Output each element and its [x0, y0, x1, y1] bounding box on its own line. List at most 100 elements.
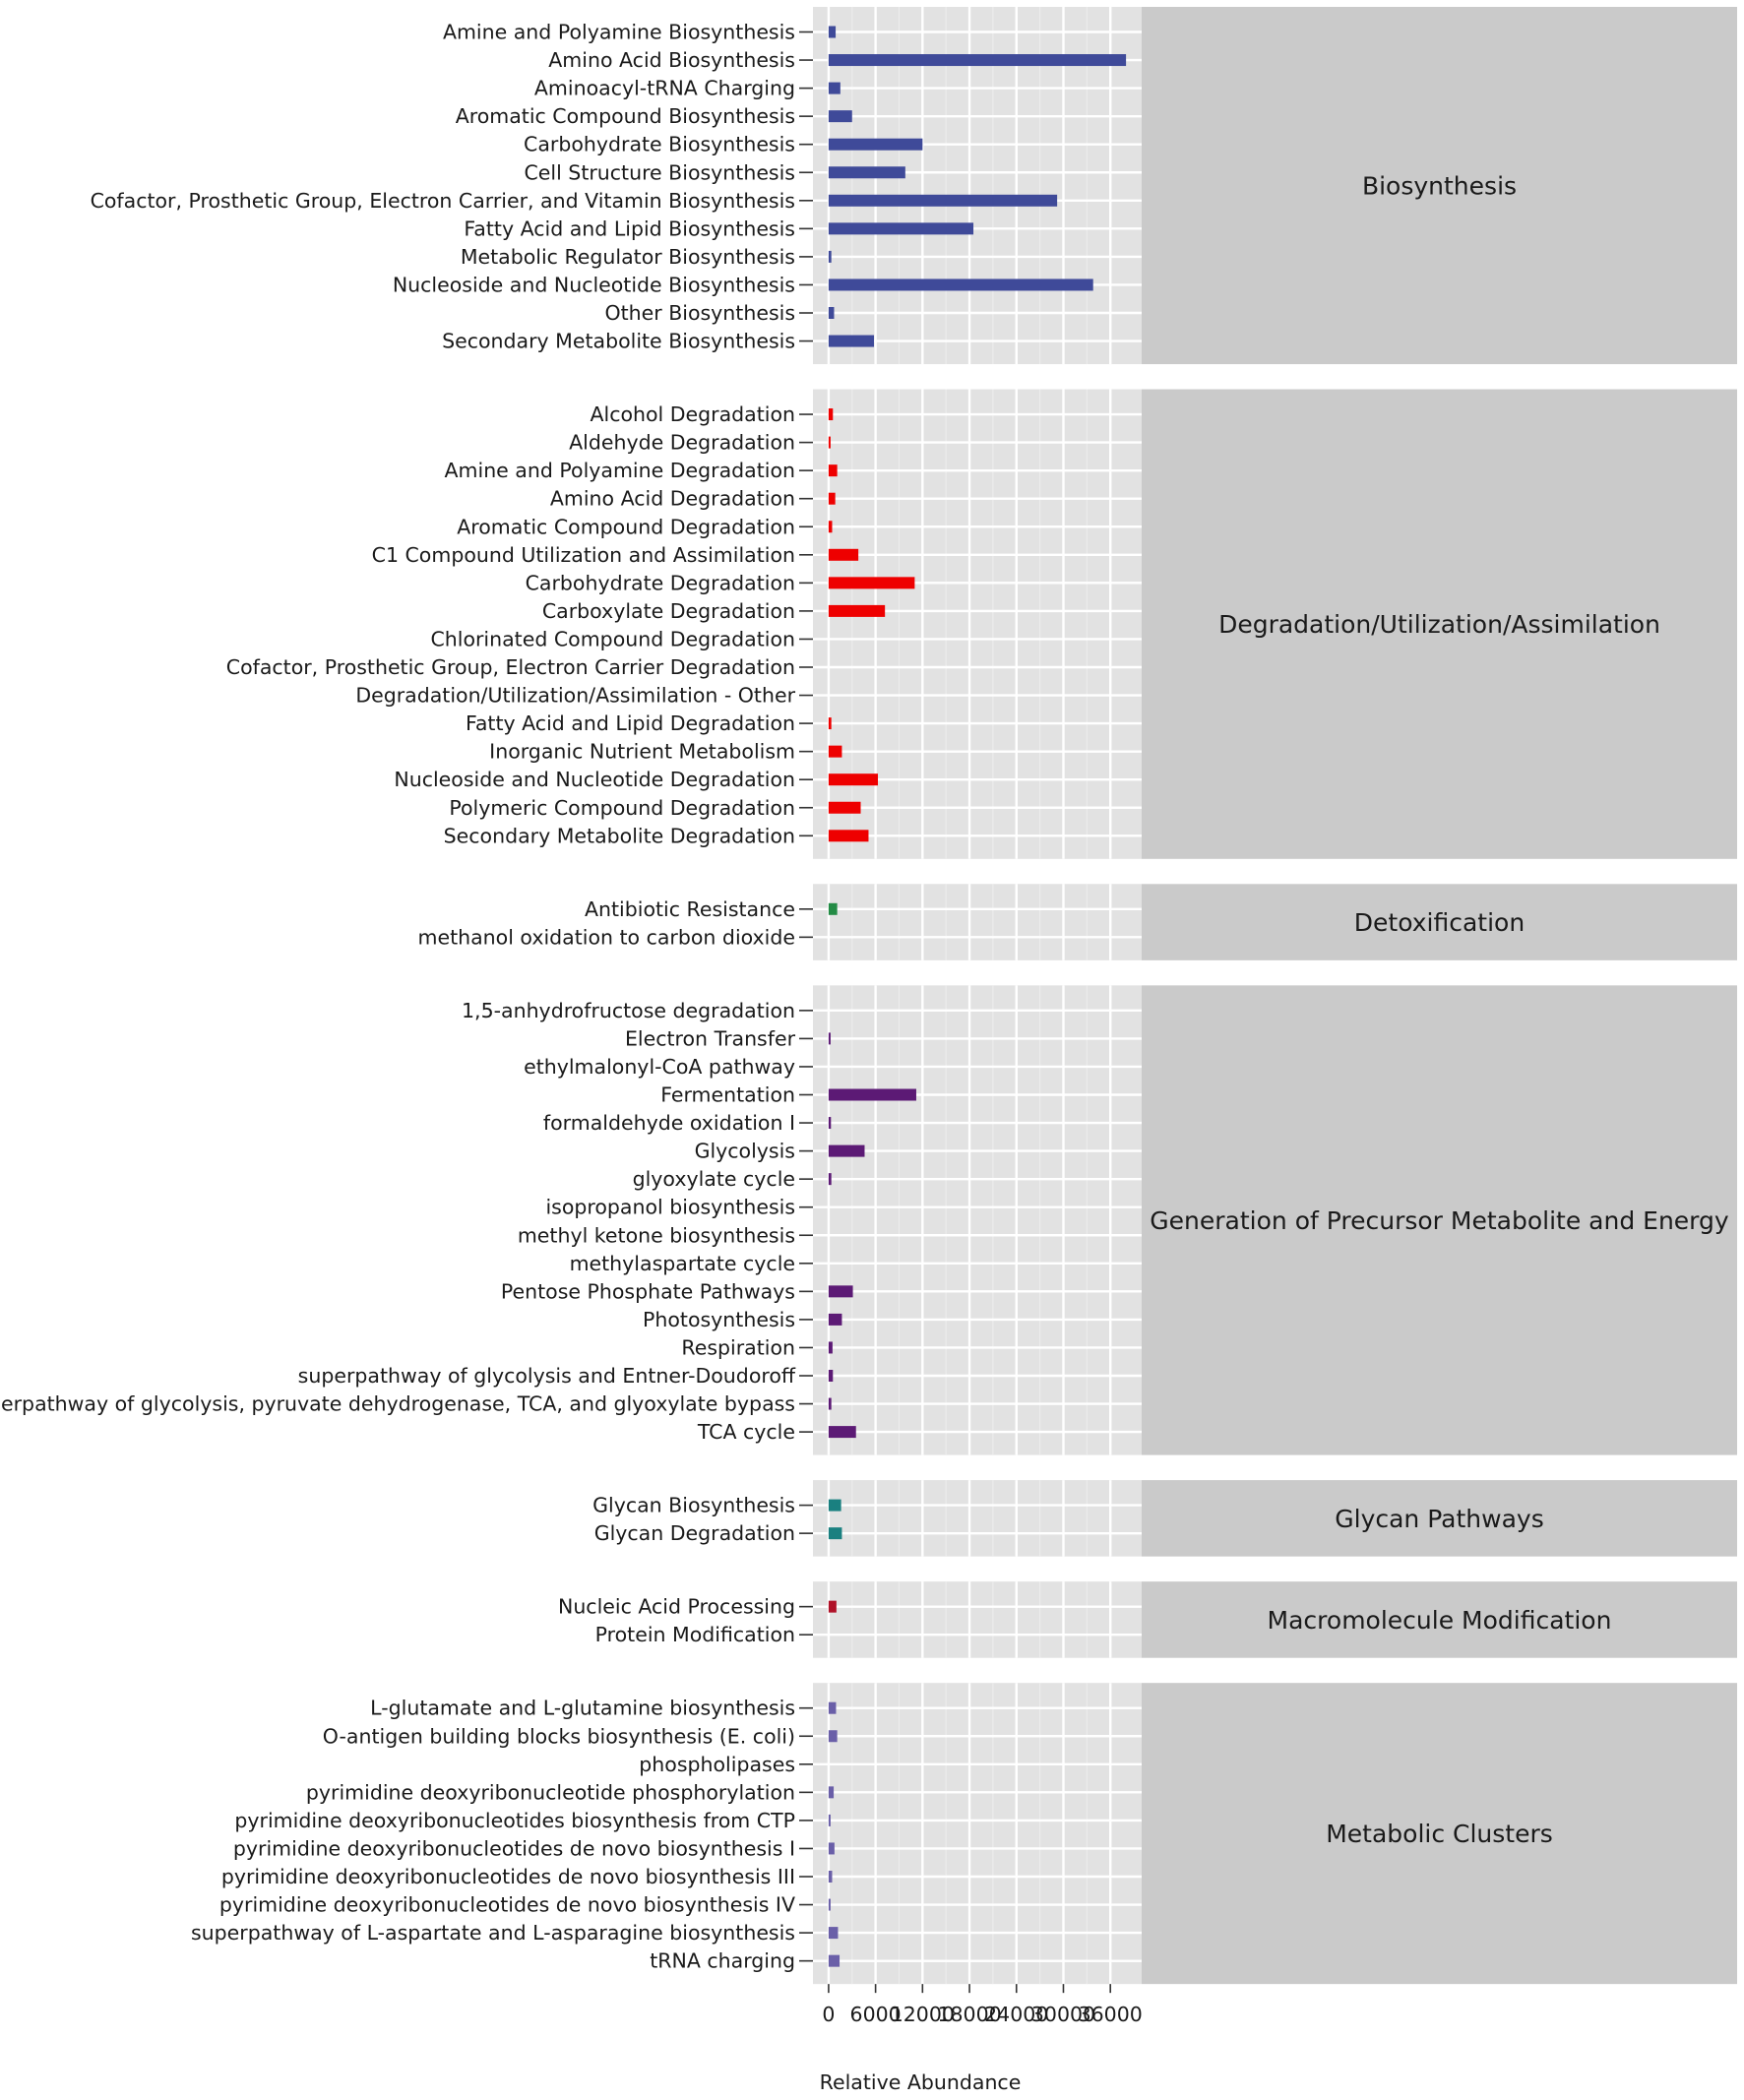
- category-label: pyrimidine deoxyribonucleotides de novo …: [221, 1865, 795, 1888]
- category-label: Alcohol Degradation: [590, 402, 795, 426]
- bar: [828, 335, 875, 347]
- x-tick-label: 12000: [891, 2003, 955, 2026]
- category-label: Nucleoside and Nucleotide Degradation: [394, 768, 795, 791]
- category-label: Cofactor, Prosthetic Group, Electron Car…: [226, 655, 795, 679]
- x-tick-label: 6000: [850, 2003, 902, 2026]
- x-tick-label: 18000: [937, 2003, 1001, 2026]
- facet-strip-label: Macromolecule Modification: [1268, 1606, 1612, 1635]
- bar: [828, 1370, 834, 1382]
- category-label: Carboxylate Degradation: [542, 599, 795, 623]
- category-label: Aminoacyl-tRNA Charging: [534, 77, 795, 100]
- bar: [828, 773, 879, 786]
- category-label: Degradation/Utilization/Assimilation - O…: [355, 684, 795, 708]
- category-label: ethylmalonyl-CoA pathway: [524, 1055, 795, 1079]
- category-label: methylaspartate cycle: [570, 1252, 795, 1275]
- bar: [828, 745, 842, 758]
- facet-strip-label: Generation of Precursor Metabolite and E…: [1150, 1206, 1729, 1235]
- bar: [828, 110, 852, 123]
- category-label: Fermentation: [660, 1083, 795, 1107]
- category-label: Glycan Degradation: [594, 1521, 795, 1545]
- bar: [828, 1842, 835, 1855]
- facet-strip: [1142, 884, 1737, 960]
- category-label: superpathway of L-aspartate and L-aspara…: [191, 1921, 795, 1945]
- bar: [828, 194, 1058, 207]
- facet-panel: Antibiotic Resistance methanol oxidation …: [417, 884, 1737, 960]
- bar: [828, 1954, 841, 1967]
- category-label: Nucleic Acid Processing: [558, 1595, 795, 1619]
- bar: [828, 222, 974, 235]
- facet-strip-label: Degradation/Utilization/Assimilation: [1218, 610, 1660, 639]
- bar: [828, 464, 838, 477]
- panel-background: [813, 389, 1142, 859]
- bar: [828, 548, 859, 561]
- category-label: Inorganic Nutrient Metabolism: [489, 740, 795, 764]
- category-label: phospholipases: [639, 1753, 795, 1776]
- bar: [828, 1117, 832, 1130]
- category-label: Glycan Biosynthesis: [592, 1494, 795, 1517]
- facet-strip-label: Biosynthesis: [1362, 172, 1517, 201]
- facet-strip-label: Glycan Pathways: [1335, 1505, 1543, 1533]
- bar: [828, 1871, 833, 1883]
- bar: [828, 604, 886, 617]
- category-label: superpathway of glycolysis, pyruvate deh…: [0, 1392, 795, 1416]
- panel-background: [813, 1581, 1142, 1658]
- category-label: Aromatic Compound Degradation: [457, 515, 795, 538]
- category-label: superpathway of glycolysis and Entner-Do…: [298, 1364, 796, 1388]
- bar: [828, 1814, 831, 1826]
- bar: [828, 1499, 841, 1512]
- category-label: Chlorinated Compound Degradation: [430, 627, 795, 650]
- bar: [828, 902, 838, 915]
- bar: [828, 250, 832, 263]
- bar: [828, 1397, 832, 1410]
- category-label: Cofactor, Prosthetic Group, Electron Car…: [91, 189, 795, 213]
- bar: [828, 717, 832, 730]
- panel-background: [813, 985, 1142, 1455]
- category-label: Electron Transfer: [625, 1026, 796, 1050]
- category-label: pyrimidine deoxyribonucleotide phosphory…: [306, 1780, 795, 1804]
- category-label: Respiration: [681, 1335, 795, 1359]
- category-label: Carbohydrate Degradation: [526, 571, 795, 594]
- bar: [828, 82, 841, 94]
- facet-panel: Glycan Biosynthesis Glycan Degradation Gly…: [592, 1480, 1737, 1557]
- bar: [828, 1730, 838, 1743]
- bar: [828, 1144, 865, 1157]
- bar: [828, 307, 835, 319]
- x-tick-label: 30000: [1031, 2003, 1095, 2026]
- panel-background: [813, 884, 1142, 960]
- facet-panel: 1,5-anhydrofructose degradation Electron …: [0, 985, 1737, 1455]
- bar: [828, 138, 923, 151]
- bar: [828, 1173, 832, 1186]
- category-label: pyrimidine deoxyribonucleotides biosynth…: [234, 1809, 795, 1832]
- bar: [828, 1600, 837, 1613]
- category-label: Amine and Polyamine Degradation: [445, 459, 796, 482]
- bar: [828, 1313, 842, 1326]
- category-label: glyoxylate cycle: [633, 1167, 795, 1191]
- bar: [828, 166, 905, 179]
- bar: [828, 26, 837, 38]
- category-label: Fatty Acid and Lipid Degradation: [466, 711, 795, 735]
- category-label: methanol oxidation to carbon dioxide: [417, 925, 795, 949]
- bar: [828, 521, 833, 533]
- category-label: pyrimidine deoxyribonucleotides de novo …: [233, 1836, 795, 1860]
- category-label: Fatty Acid and Lipid Biosynthesis: [464, 216, 795, 240]
- category-label: Photosynthesis: [643, 1308, 795, 1331]
- category-label: Secondary Metabolite Degradation: [444, 824, 795, 847]
- category-label: Pentose Phosphate Pathways: [501, 1279, 795, 1303]
- category-label: Amine and Polyamine Biosynthesis: [443, 21, 795, 44]
- category-label: formaldehyde oxidation I: [543, 1111, 795, 1135]
- bar: [828, 1032, 831, 1045]
- category-label: TCA cycle: [697, 1420, 795, 1444]
- x-axis-title: Relative Abundance: [820, 2070, 1022, 2094]
- category-label: Nucleoside and Nucleotide Biosynthesis: [393, 273, 795, 296]
- bar: [828, 830, 869, 842]
- category-label: Polymeric Compound Degradation: [449, 796, 795, 820]
- category-label: 1,5-anhydrofructose degradation: [462, 999, 795, 1022]
- category-label: pyrimidine deoxyribonucleotides de novo …: [219, 1893, 795, 1917]
- facet-strip: [1142, 7, 1737, 365]
- bar: [828, 408, 834, 421]
- category-label: C1 Compound Utilization and Assimilation: [372, 543, 795, 567]
- x-tick-label: 0: [822, 2003, 835, 2026]
- facet-strip: [1142, 985, 1737, 1455]
